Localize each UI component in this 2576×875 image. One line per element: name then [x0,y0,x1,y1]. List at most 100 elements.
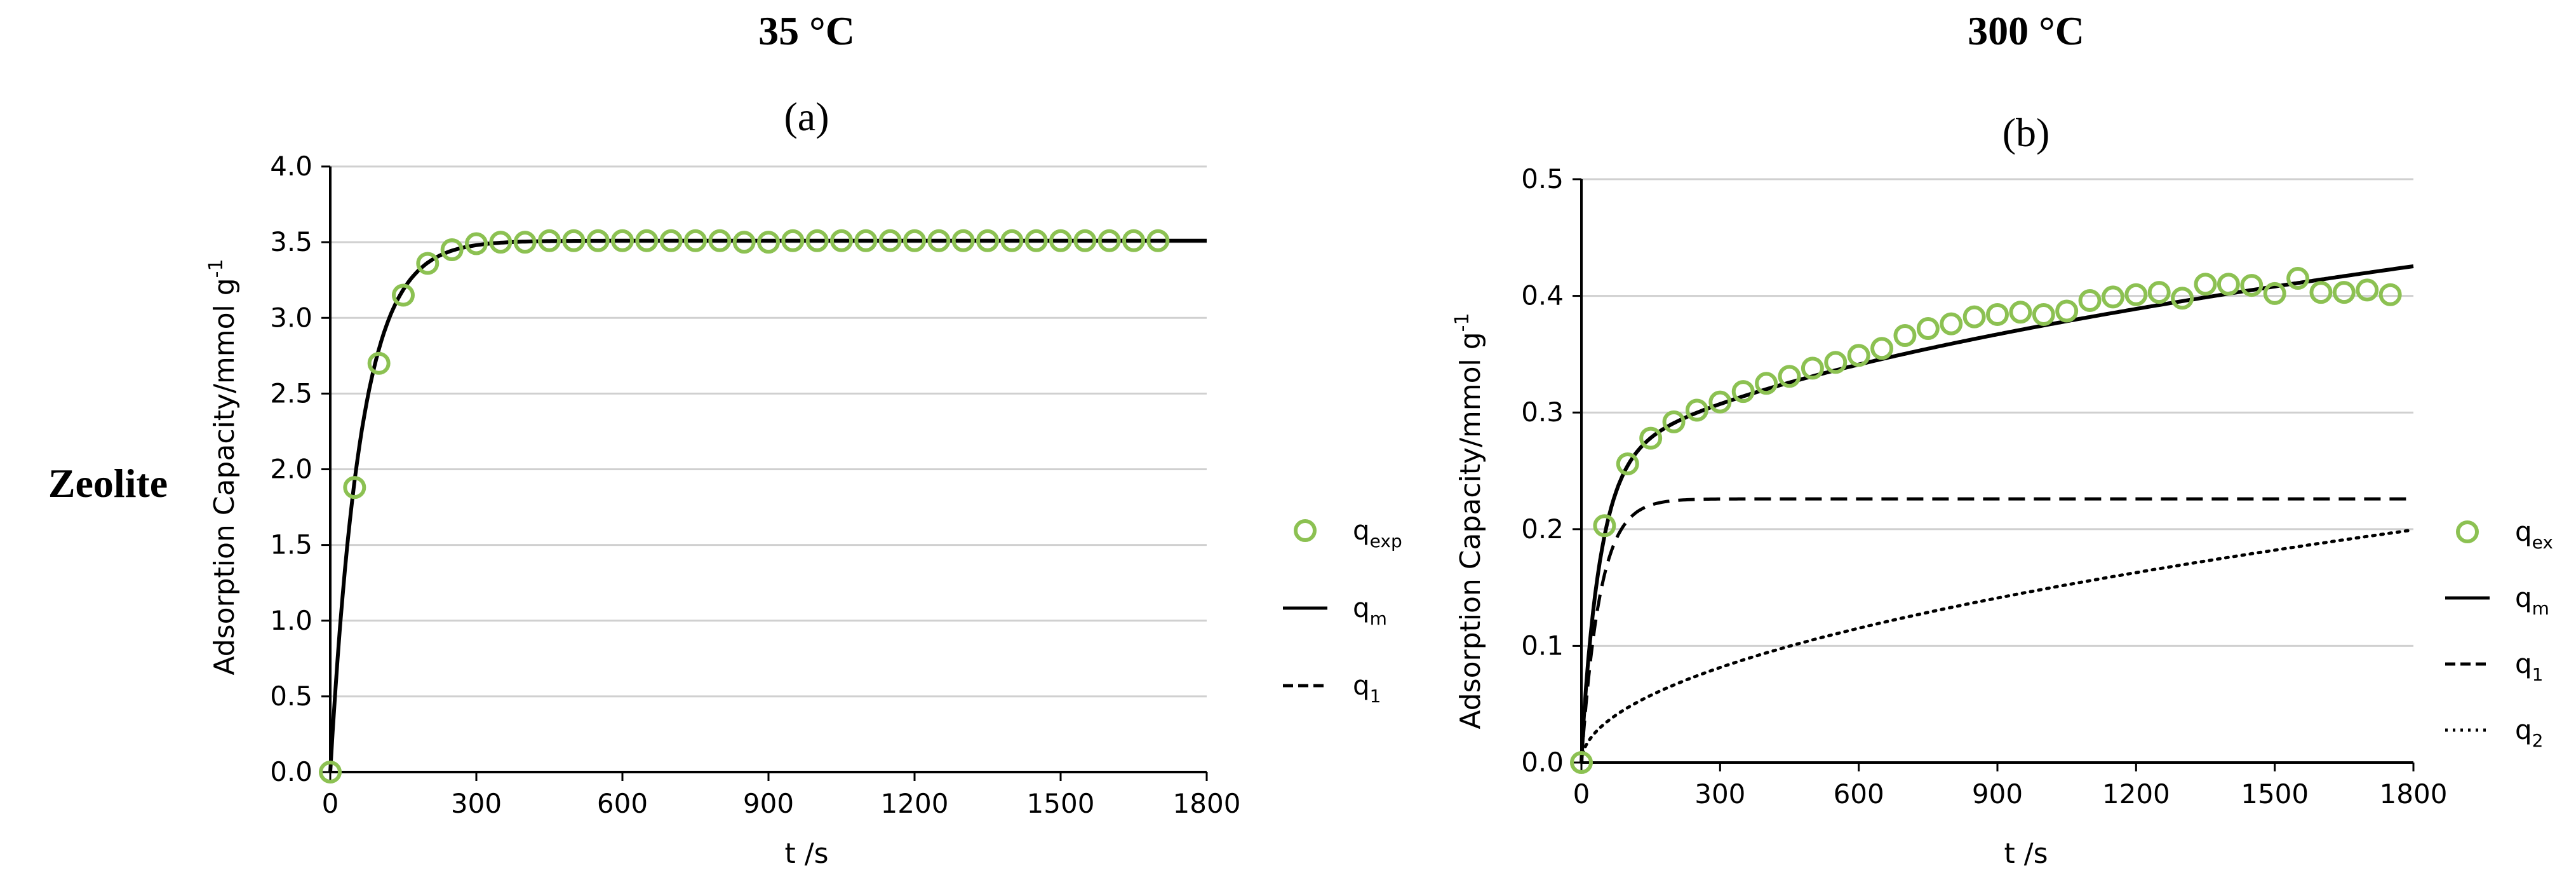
x-tick-label: 900 [1972,778,2023,810]
data-point [2332,281,2356,304]
y-tick-label: 1.5 [270,529,312,560]
data-point [1639,426,1663,450]
data-point [2240,274,2264,297]
legend-label-exp: qexp [1353,515,1402,552]
y-tick-label: 2.5 [270,377,312,409]
x-tick-labels: 0 300 600 900 1200 1500 1800 [1573,778,2448,810]
data-point [343,476,366,499]
data-point [1940,312,1963,336]
data-point [319,761,342,783]
x-tick-label: 300 [1694,778,1745,810]
y-axis-title-main: Adsorption Capacity/mmol g [208,278,241,675]
y-axis-title-superscript: -1 [205,259,227,278]
y-tick-label: 0.3 [1521,397,1564,428]
x-tick-label: 1800 [2380,778,2448,810]
y-tick-label: 0.5 [1521,163,1564,194]
data-point [684,229,707,252]
legend-label-ex: qex [2515,516,2553,553]
data-point [1662,410,1686,433]
chart-panel-b: 300 °C (b) 0.0 0.1 0.2 0.3 0.4 0.5 0 300 600 900… [1451,8,2553,870]
axes-layer [321,165,1208,781]
y-tick-labels: 0.0 0.1 0.2 0.3 0.4 0.5 [1521,163,1564,778]
data-point [1893,324,1917,348]
data-point [1755,372,1778,395]
data-point [2101,285,2124,309]
chart-subtitle: (a) [784,94,829,139]
data-point [805,229,829,252]
data-point [659,229,683,252]
y-axis-title: Adsorption Capacity/mmol g-1 [1451,313,1487,729]
y-tick-label: 2.0 [270,454,312,485]
data-point [1962,305,1986,329]
y-axis-title: Adsorption Capacity/mmol g-1 [205,259,241,675]
data-point [2124,283,2148,306]
data-point [1616,452,1639,475]
data-point [1708,390,1732,414]
marker-layer [1570,267,2402,774]
chart-panel-a: 35 °C (a) 0.0 0.5 1.0 1.5 2.0 2.5 3.0 3.5 4.0 0 3… [205,8,1402,870]
data-point [708,229,732,252]
data-point [1801,356,1824,380]
y-tick-label: 0.4 [1521,280,1564,311]
y-tick-label: 3.5 [270,226,312,257]
data-point [586,229,610,252]
y-tick-labels: 0.0 0.5 1.0 1.5 2.0 2.5 3.0 3.5 4.0 [270,151,312,787]
data-point [1073,229,1097,252]
curve-layer [328,238,1207,773]
grid-layer [1581,178,2413,647]
chart-title: 35 °C [758,8,855,53]
data-point [757,231,780,254]
data-point [489,231,513,254]
data-point [2309,281,2333,304]
x-tick-label: 1500 [2241,778,2309,810]
y-tick-label: 1.0 [270,605,312,636]
y-tick-label: 0.5 [270,681,312,712]
data-point [2032,302,2055,326]
data-point [1986,302,2009,326]
x-tick-labels: 0 300 600 900 1200 1500 1800 [322,788,1241,819]
data-point [2147,281,2171,304]
curve-layer [1580,264,2415,764]
data-point [1122,229,1145,252]
legend-marker-ex [2456,520,2479,543]
data-point [1824,351,1848,374]
x-tick-label: 1200 [2102,778,2170,810]
series-q2-line [1580,528,2415,764]
legend-label-subscript: ex [2532,532,2553,553]
data-point [2194,273,2217,296]
data-point [440,238,464,262]
data-point [416,252,439,275]
data-point [2217,273,2240,296]
data-point [513,231,537,254]
data-point [2171,287,2194,310]
data-point [1847,344,1870,367]
x-tick-label: 300 [451,788,502,819]
legend-label-base: q [2515,714,2532,745]
data-point [367,351,391,375]
chart-subtitle: (b) [2002,110,2050,155]
legend-label-base: q [1353,515,1370,546]
data-point [2009,301,2032,324]
data-point [1685,398,1708,422]
legend-label-base: q [1353,592,1370,623]
grid-layer [330,165,1207,698]
data-point [562,229,586,252]
data-point [465,232,488,255]
legend: qex q m q1 q2 [2445,516,2553,751]
legend-marker-exp [1294,519,1317,542]
data-point [1024,229,1048,252]
x-tick-label: 1200 [881,788,949,819]
legend-label-2: q2 [2515,714,2544,751]
data-point [1049,229,1072,252]
legend-label-subscript: m [2532,598,2549,619]
data-point [2378,283,2402,306]
data-point [611,229,634,252]
legend-label-1: q1 [2515,648,2544,685]
x-tick-label: 600 [597,788,648,819]
data-point [2055,299,2079,323]
data-point [1778,365,1801,388]
data-point [830,229,853,252]
x-tick-label: 1500 [1027,788,1095,819]
series-q1-line [1580,497,2413,763]
